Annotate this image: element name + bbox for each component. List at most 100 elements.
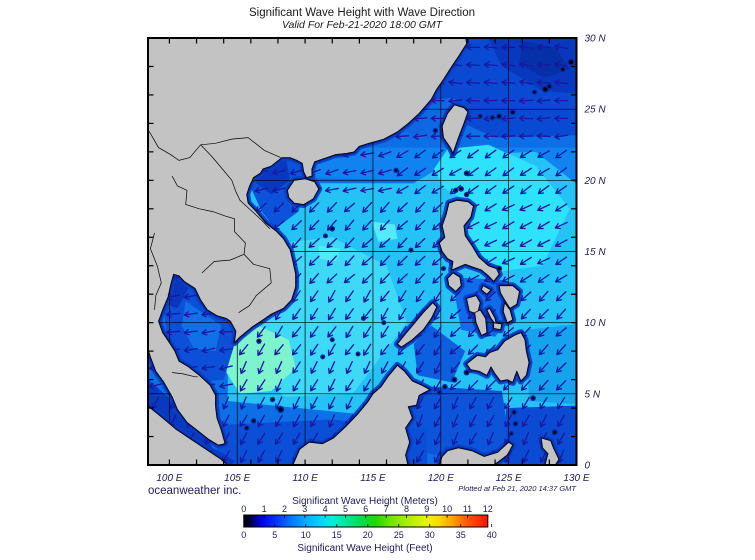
wave-arrow bbox=[327, 343, 336, 356]
wave-arrow bbox=[292, 308, 301, 321]
colorbar-meter-label: 2 bbox=[282, 504, 287, 514]
wave-arrow bbox=[430, 133, 445, 140]
colorbar-meter-label: 12 bbox=[483, 504, 493, 514]
islet-dot bbox=[357, 352, 360, 355]
wave-arrow bbox=[326, 273, 338, 284]
small-island-layer bbox=[138, 58, 575, 437]
wave-arrow bbox=[379, 273, 390, 284]
wave-arrow bbox=[501, 97, 516, 104]
wave-arrow bbox=[519, 221, 533, 230]
wave-arrow bbox=[555, 167, 568, 177]
wave-arrow bbox=[519, 239, 533, 247]
wave-arrow bbox=[415, 201, 426, 213]
colorbar-feet-label: 40 bbox=[487, 530, 497, 540]
wave-arrow bbox=[538, 361, 549, 374]
wave-arrow bbox=[554, 239, 568, 247]
wave-arrow bbox=[272, 186, 286, 194]
wave-arrow bbox=[292, 290, 301, 303]
wave-arrow bbox=[363, 343, 372, 356]
islet-dot bbox=[459, 187, 463, 191]
wave-arrow bbox=[501, 133, 516, 140]
wave-arrow bbox=[292, 432, 301, 445]
wave-arrow bbox=[502, 167, 515, 177]
wave-arrow bbox=[448, 97, 463, 105]
wave-arrow bbox=[519, 149, 533, 159]
wave-arrow bbox=[344, 344, 355, 356]
wave-arrow bbox=[414, 255, 426, 266]
wave-arrow bbox=[465, 97, 481, 104]
wave-arrow bbox=[449, 168, 462, 176]
islet-dot bbox=[434, 129, 437, 132]
wave-arrow bbox=[343, 202, 356, 213]
wave-arrow bbox=[519, 274, 533, 283]
wave-arrow bbox=[522, 432, 530, 446]
wave-arrow bbox=[219, 364, 233, 372]
wave-arrow bbox=[415, 343, 425, 356]
country-border bbox=[200, 137, 281, 158]
wave-arrow bbox=[273, 220, 285, 231]
colorbar-feet-label: 5 bbox=[272, 530, 277, 540]
wave-arrow bbox=[483, 79, 498, 86]
wave-arrow bbox=[554, 61, 569, 68]
wave-arrow bbox=[343, 273, 356, 284]
islet-dot bbox=[362, 317, 365, 320]
wave-arrow bbox=[556, 308, 567, 320]
wave-arrow bbox=[539, 396, 548, 410]
colorbar-meter-label: 1 bbox=[262, 504, 267, 514]
wave-arrow bbox=[274, 325, 283, 339]
wave-arrow bbox=[344, 255, 355, 267]
wave-arrow bbox=[309, 272, 320, 285]
wave-arrow bbox=[379, 201, 390, 214]
wave-arrow bbox=[432, 256, 444, 266]
land-borneo bbox=[292, 364, 431, 465]
y-axis-label: 25 N bbox=[584, 105, 607, 116]
wave-arrow bbox=[274, 307, 284, 321]
islet-dot bbox=[442, 267, 445, 270]
wave-arrow bbox=[325, 169, 339, 176]
islet-dot bbox=[497, 267, 501, 271]
wave-arrow bbox=[520, 379, 531, 391]
wave-arrow bbox=[292, 396, 301, 410]
land-leyte bbox=[502, 302, 514, 324]
islet-dot bbox=[553, 430, 557, 434]
wave-arrow bbox=[239, 450, 248, 463]
land-hainan bbox=[287, 178, 320, 205]
islet-halo bbox=[138, 301, 143, 306]
wave-height-region bbox=[404, 385, 512, 458]
wave-arrow bbox=[433, 396, 442, 410]
colorbar-title-meters: Significant Wave Height (Meters) bbox=[292, 496, 438, 507]
islet-dot bbox=[510, 432, 513, 435]
wave-arrow bbox=[257, 379, 266, 392]
wave-arrow bbox=[201, 346, 216, 354]
x-axis-label: 115 E bbox=[360, 473, 386, 484]
wave-arrow bbox=[536, 132, 551, 140]
colorbar-title-feet: Significant Wave Height (Feet) bbox=[297, 543, 432, 554]
islet-dot bbox=[465, 370, 469, 374]
colorbar-meter-label: 7 bbox=[384, 504, 389, 514]
x-axis-label: 120 E bbox=[428, 473, 454, 484]
wave-arrow bbox=[556, 380, 567, 391]
wave-arrow bbox=[433, 432, 441, 446]
wave-arrow bbox=[501, 257, 515, 265]
company-credit: oceanweather inc. bbox=[148, 485, 241, 497]
wave-arrow bbox=[502, 185, 515, 194]
islet-dot bbox=[569, 60, 574, 65]
wave-arrow bbox=[415, 290, 425, 303]
islet-dot bbox=[141, 326, 143, 328]
wave-arrow bbox=[201, 329, 216, 336]
islet-dot bbox=[331, 338, 334, 341]
wave-arrow bbox=[238, 343, 249, 356]
wave-arrow bbox=[378, 151, 392, 158]
wave-arrow bbox=[519, 167, 533, 176]
wave-arrow bbox=[504, 414, 512, 428]
wave-arrow bbox=[257, 343, 266, 356]
islet-dot bbox=[257, 339, 261, 343]
colorbar-feet-label: 25 bbox=[394, 530, 404, 540]
islet-dot bbox=[452, 378, 456, 382]
wave-arrow bbox=[362, 201, 373, 213]
wave-arrow bbox=[292, 414, 301, 428]
wave-arrow bbox=[310, 307, 319, 321]
wave-arrow bbox=[183, 328, 198, 336]
page-subtitle: Valid For Feb-21-2020 18:00 GMT bbox=[282, 19, 444, 31]
